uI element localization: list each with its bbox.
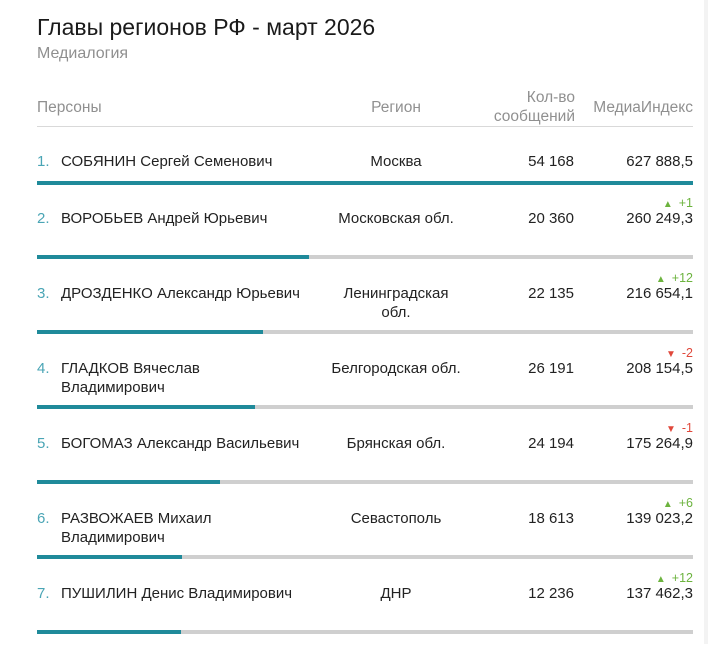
person-name: СОБЯНИН Сергей Семенович: [61, 153, 273, 170]
message-count: 12 236: [528, 585, 574, 602]
triangle-down-icon: ▼: [665, 349, 676, 360]
rank-change: ▼ -2: [666, 346, 693, 362]
person-name: БОГОМАЗ Александр Васильевич: [61, 435, 300, 452]
region-name: Ленинградская обл.: [343, 285, 449, 321]
media-index: 137 462,3: [626, 585, 693, 602]
triangle-up-icon: ▲: [655, 574, 666, 585]
rank-change-value: +1: [678, 196, 693, 210]
triangle-up-icon: ▲: [655, 274, 666, 285]
rank-number: 5.: [37, 435, 50, 452]
rank-number: 7.: [37, 585, 50, 602]
region-name: Белгородская обл.: [331, 360, 461, 377]
triangle-up-icon: ▲: [662, 499, 673, 510]
media-index: 260 249,3: [626, 210, 693, 227]
column-header-count: Кол-во сообщений: [465, 88, 575, 126]
column-header-region: Регион: [371, 99, 421, 116]
page-edge: [704, 0, 708, 644]
rank-change: ▲ +1: [663, 196, 693, 212]
media-index: 175 264,9: [626, 435, 693, 452]
table-row: 4. ГЛАДКОВ Вячеслав Владимирович Белгоро…: [37, 346, 693, 421]
person-name: РАЗВОЖАЕВ Михаил Владимирович: [61, 510, 212, 546]
table-row: 1. СОБЯНИН Сергей Семенович Москва 54 16…: [37, 140, 693, 215]
triangle-up-icon: ▲: [662, 199, 673, 210]
region-name: Брянская обл.: [346, 435, 446, 452]
rank-number: 2.: [37, 210, 50, 227]
column-header-index: МедиаИндекс: [593, 99, 693, 116]
column-header-persons: Персоны: [37, 99, 102, 116]
index-bar-fill: [37, 330, 264, 334]
column-header-count-line1: Кол-во: [526, 89, 575, 106]
rank-number: 4.: [37, 360, 50, 377]
person-name: ГЛАДКОВ Вячеслав Владимирович: [61, 360, 200, 396]
region-name: Севастополь: [350, 510, 442, 527]
rank-change-value: +12: [671, 571, 693, 585]
index-bar-track: [37, 555, 693, 559]
media-index: 139 023,2: [626, 510, 693, 527]
index-bar-track: [37, 330, 693, 334]
index-bar-fill: [37, 555, 183, 559]
index-bar-fill: [37, 480, 221, 484]
table-row: 6. РАЗВОЖАЕВ Михаил Владимирович Севасто…: [37, 496, 693, 571]
rank-change-value: -1: [681, 421, 693, 435]
message-count: 54 168: [528, 153, 574, 170]
index-bar-track: [37, 255, 693, 259]
index-bar-fill: [37, 630, 181, 634]
triangle-down-icon: ▼: [665, 424, 676, 435]
message-count: 20 360: [528, 210, 574, 227]
table-row: 2. ВОРОБЬЕВ Андрей Юрьевич Московская об…: [37, 196, 693, 271]
rank-change: ▲ +12: [656, 571, 693, 587]
rank-change-value: -2: [681, 346, 693, 360]
media-index: 216 654,1: [626, 285, 693, 302]
index-bar-track: [37, 405, 693, 409]
index-bar-track: [37, 181, 693, 185]
region-name: Москва: [370, 153, 422, 170]
message-count: 18 613: [528, 510, 574, 527]
rank-number: 1.: [37, 153, 50, 170]
media-index: 208 154,5: [626, 360, 693, 377]
message-count: 22 135: [528, 285, 574, 302]
rank-change-value: +12: [671, 271, 693, 285]
media-index: 627 888,5: [626, 153, 693, 170]
header-divider: [37, 126, 693, 127]
table-row: 7. ПУШИЛИН Денис Владимирович ДНР 12 236…: [37, 571, 693, 646]
index-bar-track: [37, 630, 693, 634]
index-bar-fill: [37, 181, 693, 185]
rank-change-value: +6: [678, 496, 693, 510]
column-header-count-line2: сообщений: [493, 108, 575, 125]
rank-number: 3.: [37, 285, 50, 302]
message-count: 26 191: [528, 360, 574, 377]
region-name: ДНР: [380, 585, 412, 602]
index-bar-fill: [37, 405, 255, 409]
rank-number: 6.: [37, 510, 50, 527]
message-count: 24 194: [528, 435, 574, 452]
page-subtitle: Медиалогия: [37, 45, 129, 62]
index-bar-track: [37, 480, 693, 484]
page-title: Главы регионов РФ - март 2026: [37, 14, 376, 40]
person-name: ДРОЗДЕНКО Александр Юрьевич: [61, 285, 300, 302]
person-name: ПУШИЛИН Денис Владимирович: [61, 585, 293, 602]
region-name: Московская обл.: [338, 210, 454, 227]
person-name: ВОРОБЬЕВ Андрей Юрьевич: [61, 210, 268, 227]
rank-change: ▲ +6: [663, 496, 693, 512]
table-row: 5. БОГОМАЗ Александр Васильевич Брянская…: [37, 421, 693, 496]
index-bar-fill: [37, 255, 309, 259]
rank-change: ▲ +12: [656, 271, 693, 287]
rank-change: ▼ -1: [666, 421, 693, 437]
table-row: 3. ДРОЗДЕНКО Александр Юрьевич Ленинград…: [37, 271, 693, 346]
